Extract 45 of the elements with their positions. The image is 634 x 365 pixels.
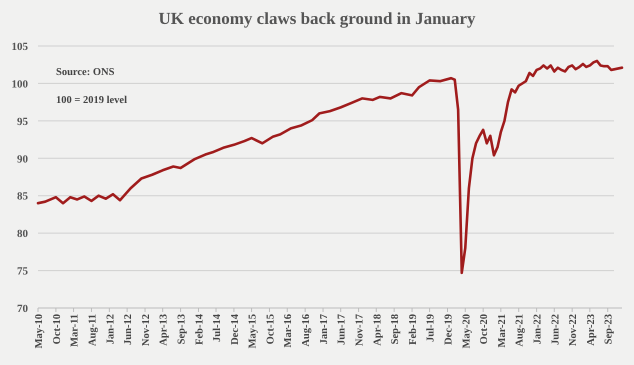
annotation: 100 = 2019 level [56,95,128,106]
x-tick-label: May-10 [34,314,45,348]
x-tick-label: Jan-12 [105,314,116,344]
x-tick-label: Aug-11 [87,314,98,346]
x-tick-label: Oct-10 [52,314,63,344]
line-series [36,60,624,274]
x-tick-label: Jun-12 [123,314,134,345]
x-tick-label: May-15 [248,314,259,348]
y-tick-label: 70 [17,303,28,315]
y-tick-label: 80 [17,228,28,240]
annotation: Source: ONS [56,67,115,78]
x-tick-label: Apr-18 [372,314,384,346]
x-tick-label: Aug-21 [514,314,526,347]
x-tick-label: Feb-14 [194,313,206,345]
x-tick-label: May-20 [461,314,472,348]
x-tick-label: Apr-13 [158,314,170,346]
y-tick-label: 75 [17,266,28,278]
x-tick-label: Jul-19 [426,314,437,342]
x-tick-label: Oct-20 [479,314,490,344]
y-tick-label: 90 [17,153,28,166]
x-tick-label: Sep-18 [390,314,402,344]
y-tick-label: 85 [17,190,28,203]
x-tick-label: Jun-17 [336,314,348,345]
x-tick-label: Oct-15 [265,314,276,344]
x-tick-label: Nov-12 [141,314,152,346]
x-tick-label: Nov-17 [354,314,366,346]
x-tick-label: Nov-22 [568,314,580,346]
x-tick-label: Apr-23 [586,314,597,346]
x-tick-label: Sep-23 [604,314,615,344]
x-tick-label: Jan-22 [532,314,544,344]
y-tick-label: 105 [12,41,28,53]
y-tick-label: 95 [17,116,28,128]
x-tick-label: Jun-22 [550,314,562,345]
x-tick-label: Mar-16 [283,314,294,348]
x-tick-label: Dec-19 [443,314,454,345]
chart-title: UK economy claws back ground in January [158,9,476,28]
x-tick-label: Mar-21 [496,314,508,348]
x-tick-label: Dec-14 [230,313,241,345]
y-tick-label: 100 [12,78,28,90]
x-tick-label: Sep-13 [176,314,188,344]
x-tick-label: Jan-17 [319,314,330,344]
x-tick-label: Aug-16 [301,314,312,347]
x-tick-label: Jul-14 [212,313,224,342]
x-tick-label: Mar-11 [70,314,81,347]
x-tick-label: Feb-19 [408,314,420,345]
